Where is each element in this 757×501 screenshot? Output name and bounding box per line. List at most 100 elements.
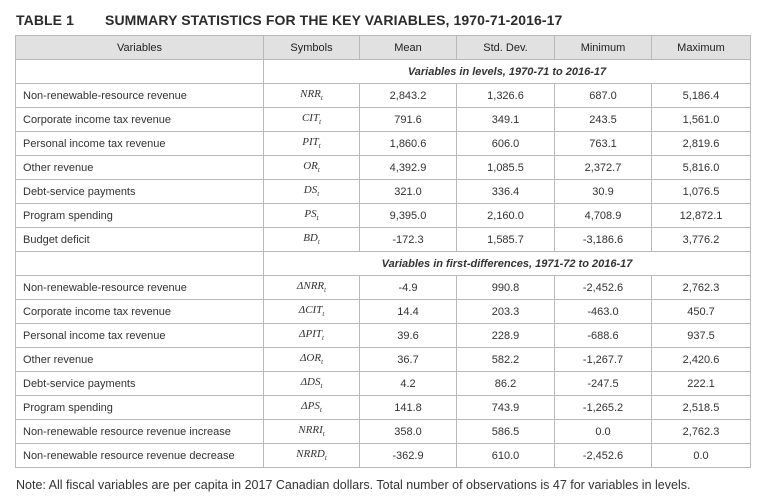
maximum-value: 1,561.0	[651, 107, 751, 132]
minimum-value: -2,452.6	[554, 275, 652, 300]
minimum-value: 4,708.9	[554, 203, 652, 228]
symbol-text: NRRD	[296, 448, 325, 461]
table-number: TABLE 1	[16, 12, 74, 28]
minimum-value: -688.6	[554, 323, 652, 348]
table-note: Note: All fiscal variables are per capit…	[16, 478, 691, 492]
table-row: Non-renewable resource revenue increase N…	[15, 419, 751, 444]
mean-value: 358.0	[359, 419, 457, 444]
variable-symbol: ΔPITt	[263, 323, 360, 348]
symbol-text: OR	[303, 160, 318, 173]
variable-symbol: BDt	[263, 227, 360, 252]
variable-name: Debt-service payments	[15, 179, 264, 204]
symbol-text: ΔCIT	[298, 304, 323, 317]
minimum-value: -1,265.2	[554, 395, 652, 420]
header-maximum: Maximum	[651, 35, 751, 60]
table-row: Personal income tax revenue PITt 1,860.6 60…	[15, 131, 751, 156]
variable-symbol: NRRDt	[263, 443, 360, 468]
symbol-text: PS	[304, 208, 317, 221]
table-row: Personal income tax revenue ΔPITt 39.6 228.…	[15, 323, 751, 348]
table-title-row: TABLE 1 SUMMARY STATISTICS FOR THE KEY V…	[16, 10, 562, 30]
std-dev-value: 582.2	[456, 347, 555, 372]
minimum-value: -247.5	[554, 371, 652, 396]
minimum-value: -1,267.7	[554, 347, 652, 372]
table-row: Other revenue ΔORt 36.7 582.2 -1,267.7 2,420.…	[15, 347, 751, 372]
mean-value: 2,843.2	[359, 83, 457, 108]
std-dev-value: 86.2	[456, 371, 555, 396]
variable-name: Other revenue	[15, 347, 264, 372]
symbol-subscript: t	[324, 286, 327, 295]
header-mean: Mean	[359, 35, 457, 60]
std-dev-value: 336.4	[456, 179, 555, 204]
maximum-value: 3,776.2	[651, 227, 751, 252]
maximum-value: 937.5	[651, 323, 751, 348]
symbol-subscript: t	[322, 430, 325, 439]
symbol-text: NRR	[300, 88, 321, 101]
header-variables: Variables	[15, 35, 264, 60]
minimum-value: 687.0	[554, 83, 652, 108]
std-dev-value: 743.9	[456, 395, 555, 420]
minimum-value: 763.1	[554, 131, 652, 156]
variable-symbol: ΔDSt	[263, 371, 360, 396]
table-row: Corporate income tax revenue ΔCITt 14.4 203…	[15, 299, 751, 324]
maximum-value: 0.0	[651, 443, 751, 468]
mean-value: 4,392.9	[359, 155, 457, 180]
symbol-subscript: t	[316, 214, 319, 223]
maximum-value: 1,076.5	[651, 179, 751, 204]
mean-value: 39.6	[359, 323, 457, 348]
minimum-value: -2,452.6	[554, 443, 652, 468]
maximum-value: 2,420.6	[651, 347, 751, 372]
variable-name: Personal income tax revenue	[15, 131, 264, 156]
section-row-differences: Variables in first-differences, 1971-72 …	[15, 251, 751, 276]
mean-value: 1,860.6	[359, 131, 457, 156]
mean-value: -172.3	[359, 227, 457, 252]
std-dev-value: 610.0	[456, 443, 555, 468]
variable-name: Program spending	[15, 203, 264, 228]
section-spacer	[15, 59, 264, 84]
table-row: Non-renewable-resource revenue NRRt 2,843.…	[15, 83, 751, 108]
symbol-subscript: t	[324, 454, 327, 463]
variable-symbol: ORt	[263, 155, 360, 180]
minimum-value: 0.0	[554, 419, 652, 444]
variable-name: Non-renewable-resource revenue	[15, 275, 264, 300]
symbol-text: ΔNRR	[296, 280, 325, 293]
section-label-levels: Variables in levels, 1970-71 to 2016-17	[263, 59, 751, 84]
symbol-subscript: t	[320, 94, 323, 103]
variable-symbol: ΔNRRt	[263, 275, 360, 300]
symbol-subscript: t	[317, 238, 320, 247]
symbol-text: ΔDS	[300, 376, 321, 389]
symbol-text: DS	[303, 184, 318, 197]
mean-value: 791.6	[359, 107, 457, 132]
variable-name: Personal income tax revenue	[15, 323, 264, 348]
symbol-subscript: t	[322, 310, 325, 319]
table-row: Debt-service payments DSt 321.0 336.4 30.9 1,…	[15, 179, 751, 204]
minimum-value: 30.9	[554, 179, 652, 204]
symbol-text: PIT	[302, 136, 319, 149]
table-row: Budget deficit BDt -172.3 1,585.7 -3,186.6 3,…	[15, 227, 751, 252]
std-dev-value: 2,160.0	[456, 203, 555, 228]
std-dev-value: 1,326.6	[456, 83, 555, 108]
variable-name: Budget deficit	[15, 227, 264, 252]
maximum-value: 5,816.0	[651, 155, 751, 180]
mean-value: 36.7	[359, 347, 457, 372]
symbol-text: BD	[303, 232, 318, 245]
maximum-value: 222.1	[651, 371, 751, 396]
symbol-subscript: t	[319, 118, 322, 127]
std-dev-value: 606.0	[456, 131, 555, 156]
header-symbols: Symbols	[263, 35, 360, 60]
std-dev-value: 990.8	[456, 275, 555, 300]
symbol-text: NRRI	[298, 424, 323, 437]
variable-name: Program spending	[15, 395, 264, 420]
variable-symbol: PSt	[263, 203, 360, 228]
symbol-subscript: t	[322, 334, 324, 343]
symbol-text: CIT	[301, 112, 320, 125]
minimum-value: -3,186.6	[554, 227, 652, 252]
variable-symbol: ΔORt	[263, 347, 360, 372]
table-row: Other revenue ORt 4,392.9 1,085.5 2,372.7 5,8…	[15, 155, 751, 180]
header-minimum: Minimum	[554, 35, 652, 60]
symbol-text: ΔOR	[299, 352, 322, 365]
mean-value: 14.4	[359, 299, 457, 324]
maximum-value: 2,819.6	[651, 131, 751, 156]
table-row: Program spending ΔPSt 141.8 743.9 -1,265.2 2,…	[15, 395, 751, 420]
variable-symbol: DSt	[263, 179, 360, 204]
variable-name: Other revenue	[15, 155, 264, 180]
